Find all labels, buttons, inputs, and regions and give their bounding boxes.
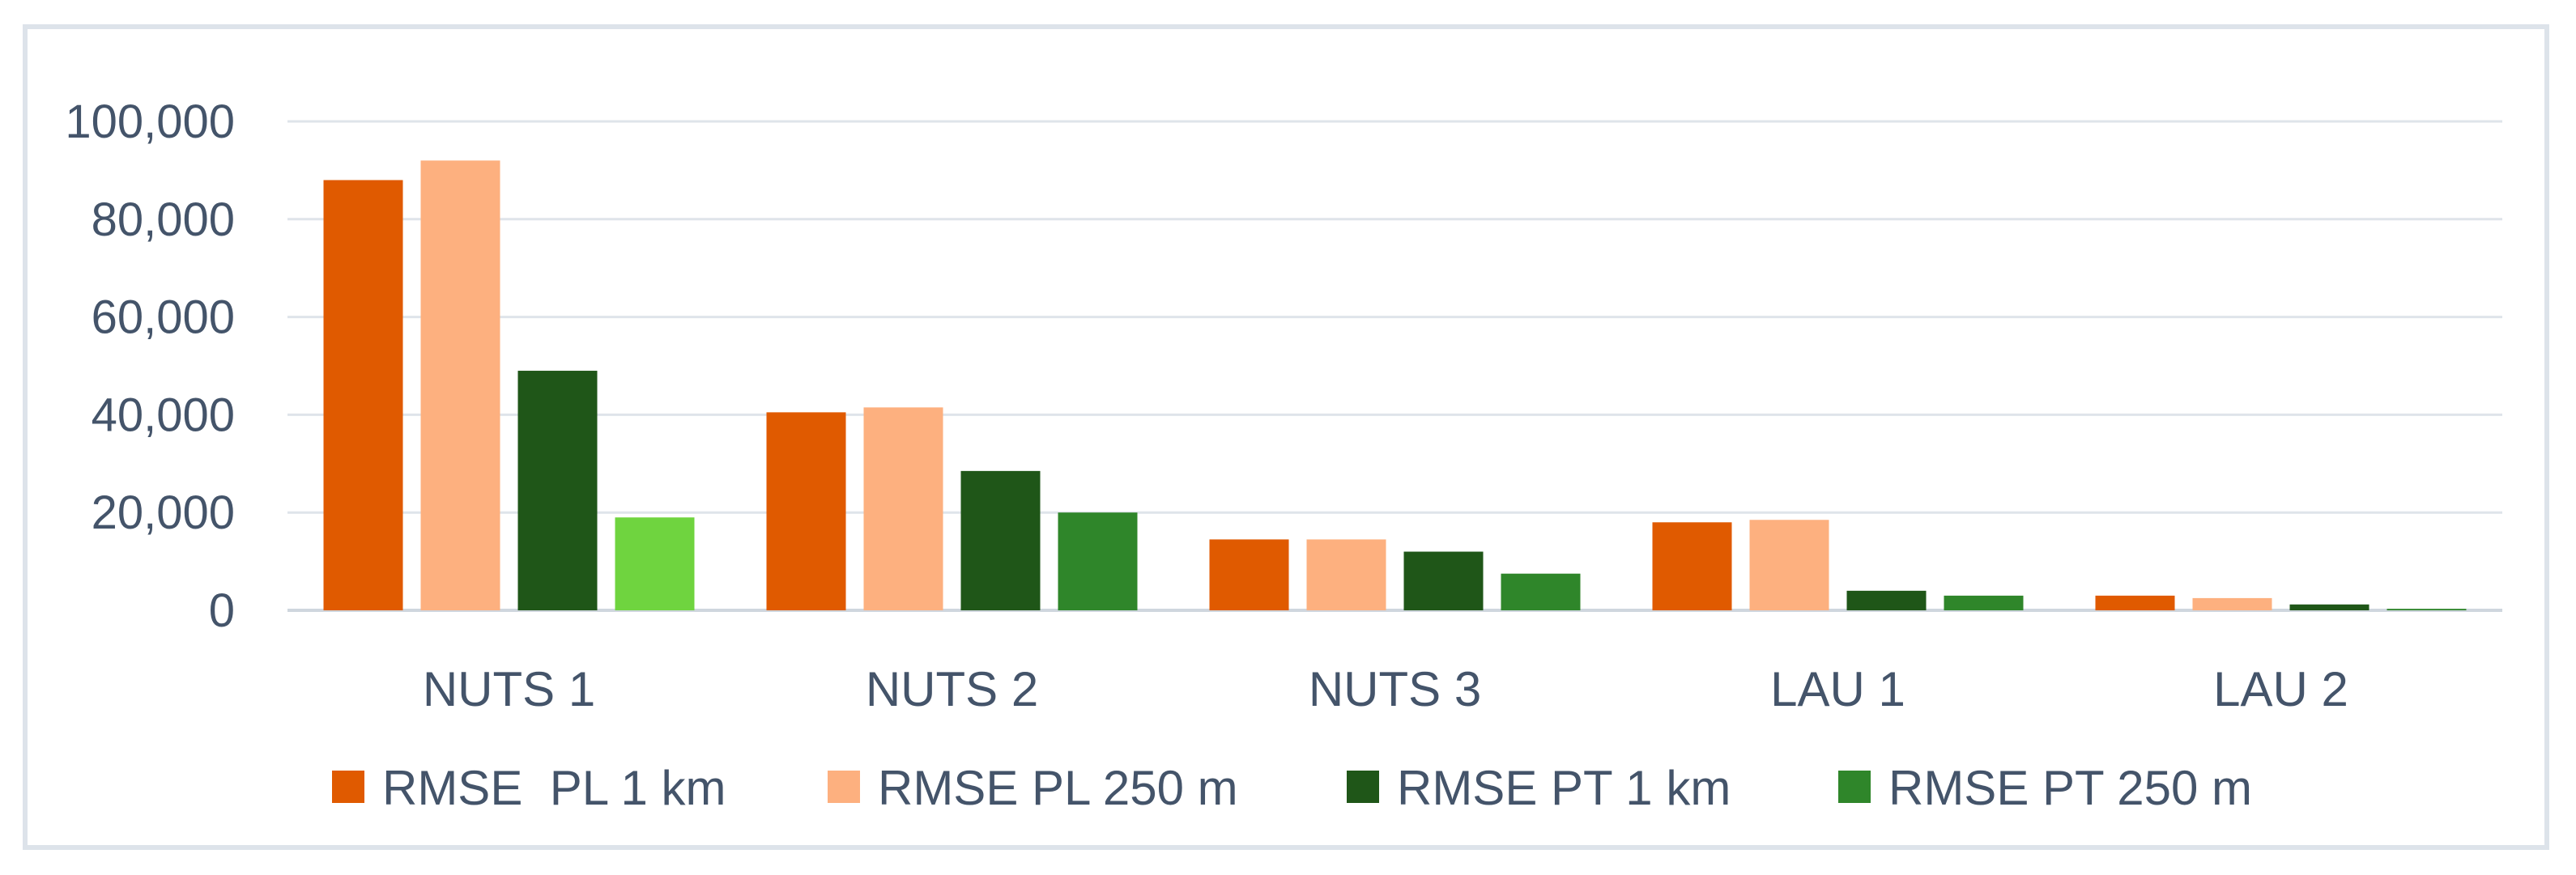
legend-swatch <box>1838 771 1871 803</box>
x-category-label: LAU 2 <box>2213 662 2348 716</box>
bar <box>1501 573 1581 610</box>
legend-label: RMSE PL 1 km <box>382 761 726 815</box>
bar <box>1944 595 2024 610</box>
bar <box>615 517 695 610</box>
bar <box>2192 597 2272 610</box>
y-tick-label: 100,000 <box>65 96 235 148</box>
y-tick-label: 80,000 <box>92 193 235 246</box>
y-tick-label: 0 <box>209 584 235 637</box>
y-tick-label: 40,000 <box>92 389 235 441</box>
bar <box>960 470 1041 610</box>
legend-swatch <box>828 771 860 803</box>
bar <box>2289 604 2369 610</box>
bar <box>517 371 598 610</box>
legend-swatch <box>332 771 364 803</box>
bar <box>1403 551 1484 610</box>
legend-label: RMSE PT 1 km <box>1397 761 1731 815</box>
bar <box>323 180 403 611</box>
bar <box>2387 609 2467 610</box>
bar <box>1749 520 1829 610</box>
bar <box>766 412 846 610</box>
y-tick-label: 20,000 <box>92 486 235 539</box>
x-category-label: LAU 1 <box>1770 662 1905 716</box>
x-category-label: NUTS 2 <box>866 662 1038 716</box>
x-category-label: NUTS 3 <box>1309 662 1481 716</box>
x-category-label: NUTS 1 <box>423 662 595 716</box>
bar <box>2095 595 2175 610</box>
bar <box>863 407 943 610</box>
y-tick-label: 60,000 <box>92 291 235 344</box>
bar <box>1058 512 1138 610</box>
legend-label: RMSE PL 250 m <box>878 761 1238 815</box>
bar <box>1209 539 1289 610</box>
legend-swatch <box>1347 771 1379 803</box>
bar <box>1652 522 1732 610</box>
bar <box>420 160 500 610</box>
bar <box>1846 590 1927 610</box>
bar <box>1306 539 1386 610</box>
legend-label: RMSE PT 250 m <box>1888 761 2252 815</box>
